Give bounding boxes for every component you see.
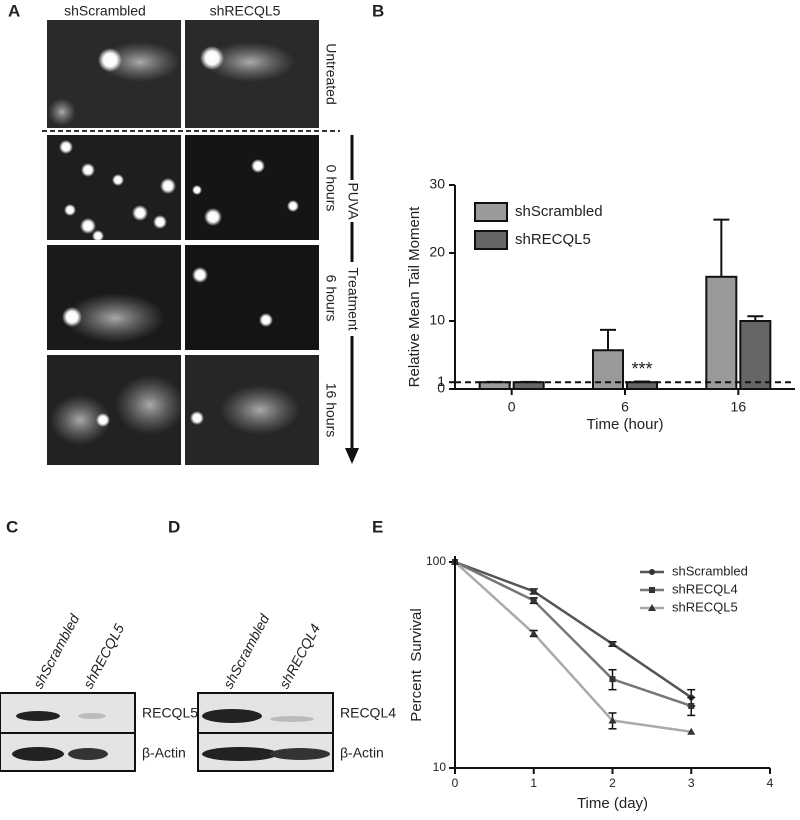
legend-swatch [474, 230, 508, 250]
y-axis-label: Relative Mean Tail Moment [406, 206, 423, 387]
y-tick-label: 0 [437, 380, 445, 396]
marker [687, 727, 696, 735]
marker [608, 716, 617, 724]
legend-label: shRECQL5 [515, 231, 591, 248]
band-label: RECQL5 [142, 705, 198, 721]
panel-label: D [168, 517, 180, 536]
y-tick-label: 20 [429, 244, 445, 260]
lane-label: shScrambled [220, 610, 273, 691]
panel-label: C [6, 517, 18, 536]
legend-marker [648, 604, 656, 611]
y-axis-label: Percent Survival [408, 608, 425, 721]
treatment-label: PUVA [345, 182, 361, 220]
panel-label: E [372, 517, 383, 536]
column-label: shRECQL5 [210, 3, 281, 19]
band-label: β-Actin [340, 745, 384, 761]
annotation: *** [631, 359, 652, 379]
x-tick-label: 2 [609, 776, 616, 790]
x-tick-label: 3 [688, 776, 695, 790]
marker [609, 640, 616, 647]
row-label: Untreated [323, 43, 339, 104]
legend-label: shScrambled [515, 203, 603, 220]
bar [705, 275, 738, 390]
row-label: 0 hours [323, 165, 339, 212]
legend-label: shRECQL4 [672, 581, 738, 596]
x-tick-label: 6 [621, 399, 629, 415]
row-label: 6 hours [323, 275, 339, 322]
bar [478, 381, 511, 391]
legend-swatch [474, 202, 508, 222]
series-line [454, 561, 692, 733]
marker [530, 597, 537, 604]
lane-label: shScrambled [30, 610, 83, 691]
x-tick-label: 0 [508, 399, 516, 415]
comet-panels [42, 20, 359, 465]
legend-marker [649, 587, 655, 593]
marker [688, 702, 695, 709]
series-line [454, 560, 692, 708]
western-blot [0, 692, 334, 772]
y-tick-label: 10 [433, 760, 447, 774]
y-tick-label: 10 [429, 312, 445, 328]
y-tick-label: 100 [426, 554, 446, 568]
x-tick-label: 16 [731, 399, 747, 415]
legend-label: shScrambled [672, 563, 748, 578]
band-label: β-Actin [142, 745, 186, 761]
marker [609, 676, 616, 683]
lane-label: shRECQL5 [80, 621, 127, 691]
lane-label: shRECQL4 [276, 621, 323, 691]
panel-label: A [8, 1, 20, 20]
axes [454, 185, 795, 390]
band-label: RECQL4 [340, 705, 396, 721]
marker [529, 629, 538, 637]
x-axis-label: Time (hour) [587, 416, 664, 433]
legend-label: shRECQL5 [672, 599, 738, 614]
x-axis-label: Time (day) [577, 795, 648, 812]
marker [530, 588, 537, 595]
legend-marker [649, 569, 655, 575]
y-tick-label: 30 [429, 176, 445, 192]
series-line [454, 560, 692, 699]
bar [739, 320, 772, 390]
treatment-label: Treatment [345, 267, 361, 330]
column-label: shScrambled [64, 3, 146, 19]
y-tick-label: 1 [437, 373, 445, 389]
panel-label: B [372, 1, 384, 20]
row-label: 16 hours [323, 383, 339, 437]
x-tick-label: 0 [452, 776, 459, 790]
bar [626, 381, 658, 391]
axes [454, 556, 770, 769]
x-tick-label: 1 [530, 776, 537, 790]
x-tick-label: 4 [767, 776, 774, 790]
bar [512, 381, 545, 391]
